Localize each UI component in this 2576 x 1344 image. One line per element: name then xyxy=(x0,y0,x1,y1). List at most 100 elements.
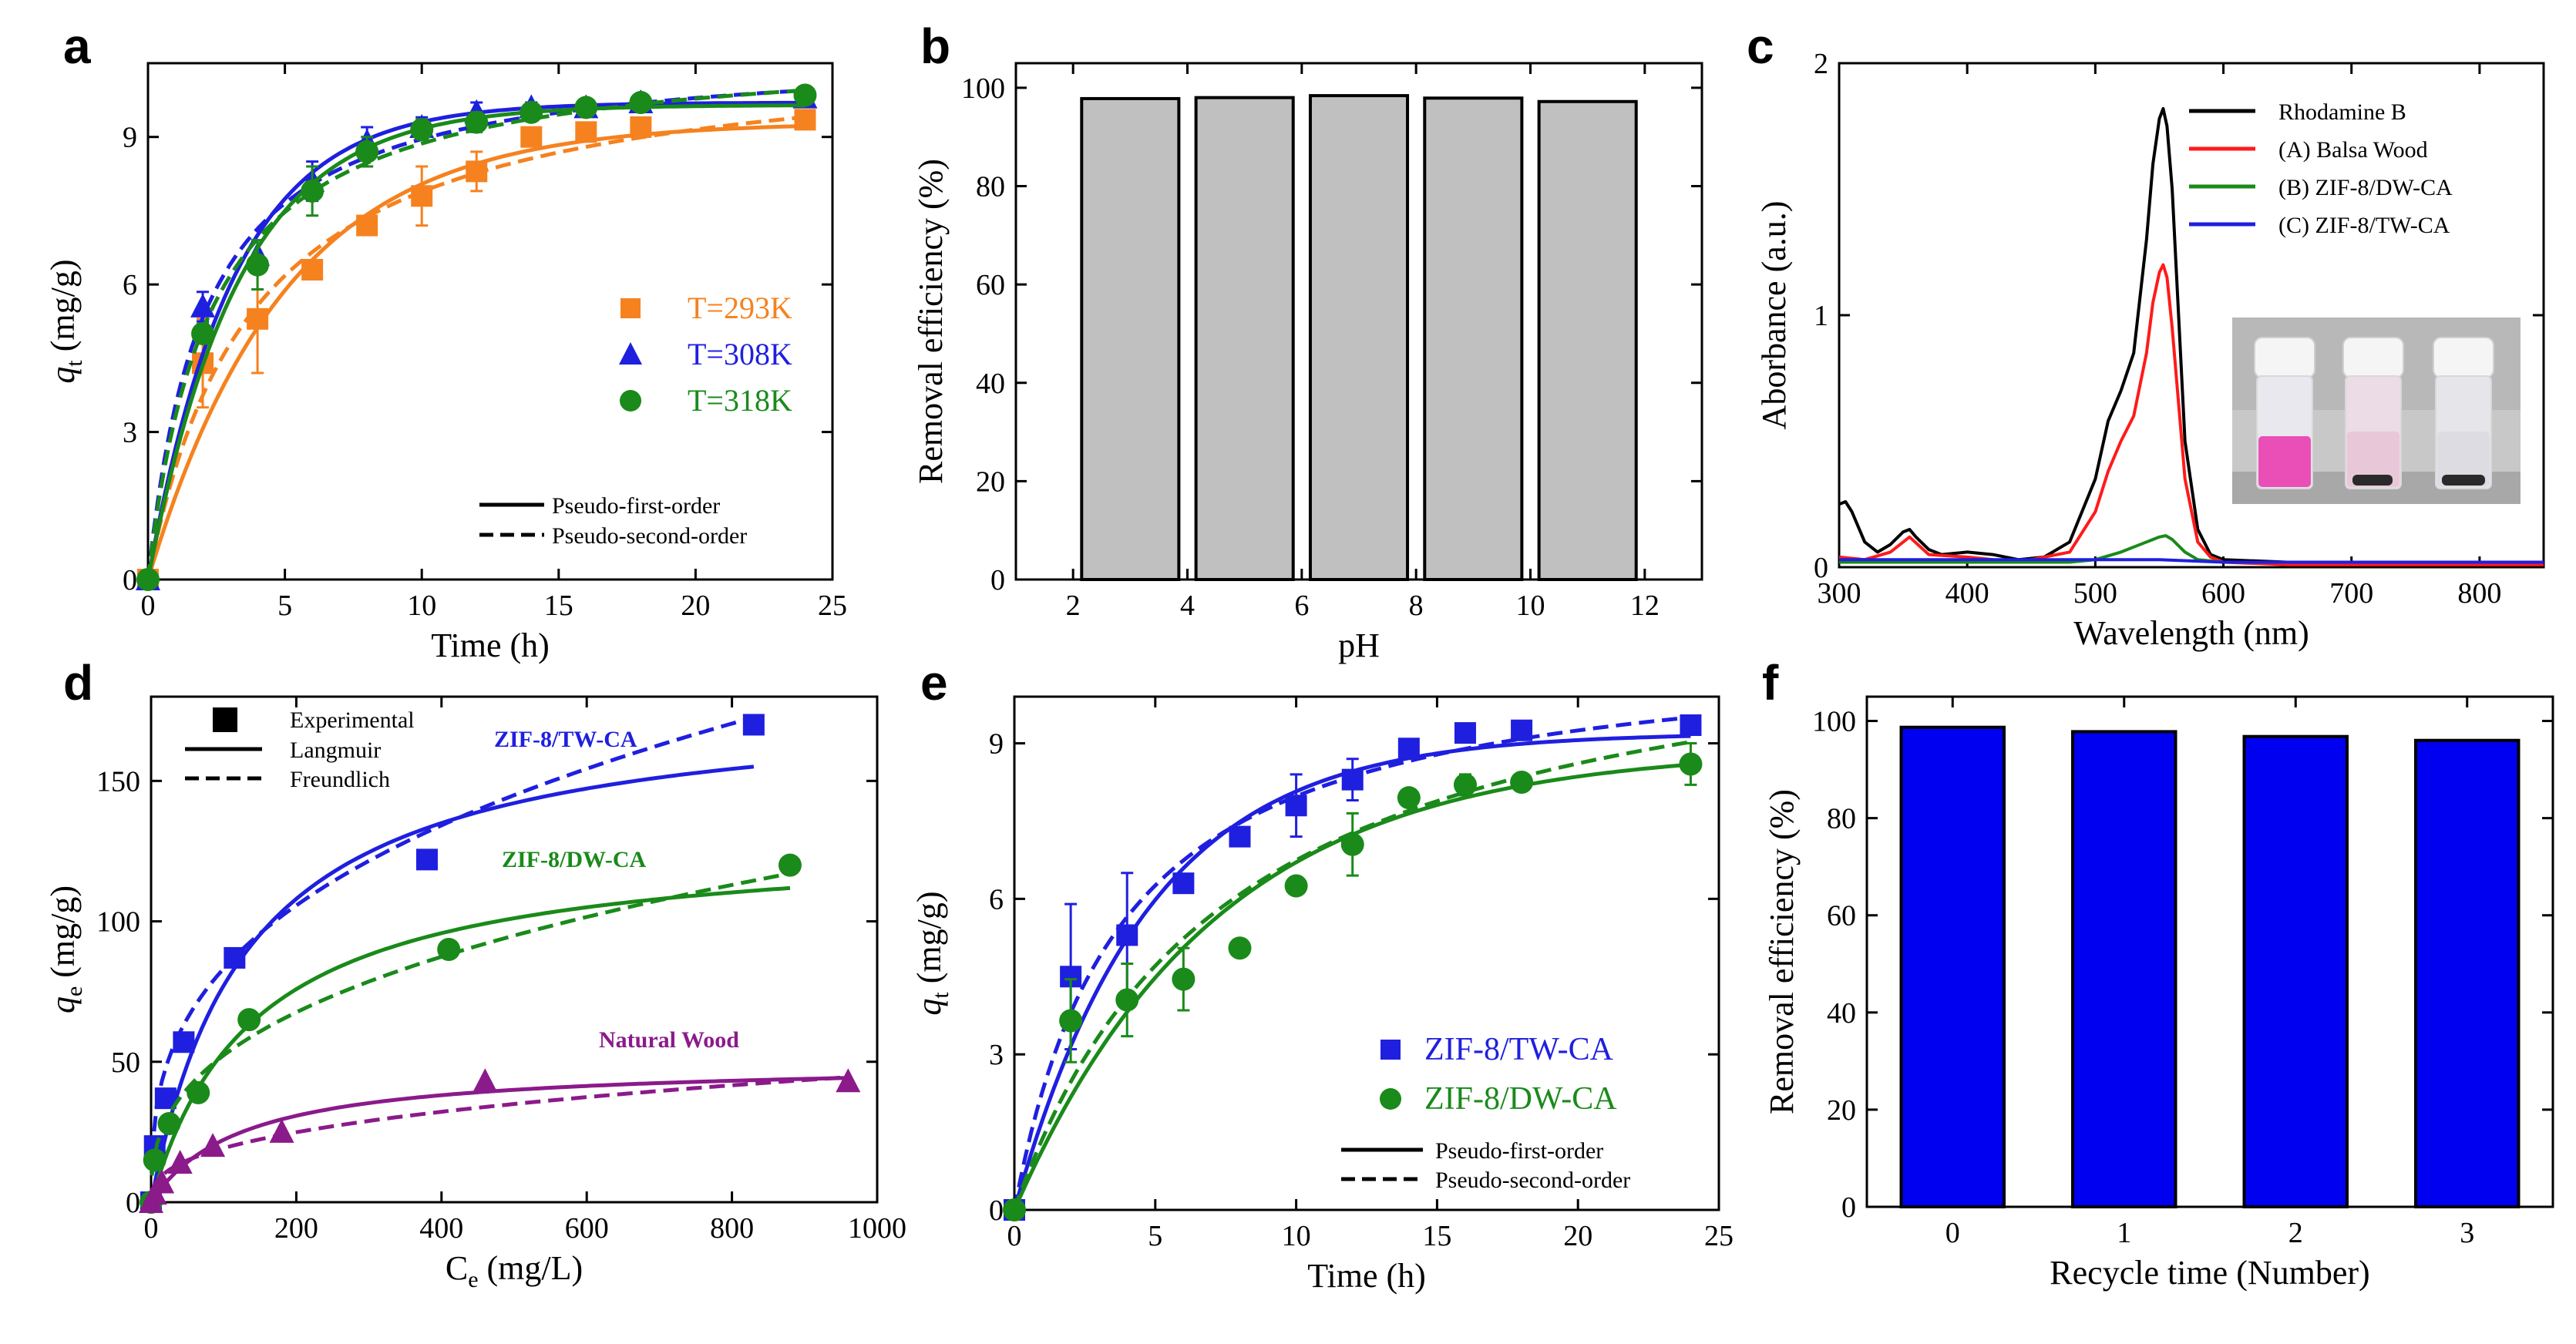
x-tick-label: 15 xyxy=(1422,1220,1451,1252)
bar-7 xyxy=(1308,94,1410,582)
x-tick-label: 15 xyxy=(544,590,573,622)
y-tick-label: 80 xyxy=(1827,803,1856,835)
data-point-t-293k xyxy=(794,109,816,131)
legend-label-balsa-wood: (A) Balsa Wood xyxy=(2278,137,2428,163)
data-point-zif-8-dw-ca xyxy=(143,1148,166,1172)
panel-e: e 0 5 10 15 20 25 0 3 6 9 Time (h) qt (mg/g) ZIF-8/T… xyxy=(910,655,1734,1295)
x-axis-title-sub: e xyxy=(468,1267,478,1292)
bar-11 xyxy=(1537,99,1638,581)
legend-label-zif8-dw-ca: (B) ZIF-8/DW-CA xyxy=(2278,175,2453,200)
x-axis-title: pH xyxy=(1338,627,1380,664)
data-point-zif-8-dw-ca xyxy=(1115,988,1139,1012)
data-point-zif-8-dw-ca xyxy=(237,1008,261,1032)
x-tick-label: 10 xyxy=(1282,1220,1311,1252)
legend-fit-solid-label: Pseudo-first-order xyxy=(552,493,720,519)
y-tick-label: 100 xyxy=(1812,706,1856,738)
x-tick-label: 700 xyxy=(2329,577,2373,610)
data-point-t-293k xyxy=(520,126,543,148)
x-tick-label: 2 xyxy=(2288,1217,2303,1249)
plot-frame xyxy=(1865,695,2554,1208)
data-point-zif-8-tw-ca xyxy=(1397,738,1420,760)
y-tick-label: 100 xyxy=(96,906,140,939)
x-tick-label: 0 xyxy=(1945,1217,1960,1249)
x-tick-label: 25 xyxy=(818,590,847,622)
y-axis-title-main: q xyxy=(44,367,82,384)
x-tick-label: 600 xyxy=(2201,577,2245,610)
data-point-zif-8-tw-ca xyxy=(415,848,438,871)
legend-marker-t-308k xyxy=(619,342,642,365)
x-axis-title-unit: (mg/L) xyxy=(479,1249,583,1287)
data-point-zif-8-dw-ca xyxy=(1679,752,1703,776)
legend-fit-solid-label: Pseudo-first-order xyxy=(1435,1138,1603,1164)
legend-label-rhodamine-b: Rhodamine B xyxy=(2278,99,2406,125)
x-tick-label: 200 xyxy=(274,1212,318,1245)
bar-5 xyxy=(1194,96,1295,581)
legend-fit-dashed-label: Pseudo-second-order xyxy=(1435,1168,1630,1193)
x-tick-label: 800 xyxy=(710,1212,754,1245)
data-point-t-293k xyxy=(356,214,378,237)
legend-experimental-marker xyxy=(213,707,237,732)
x-tick-label: 0 xyxy=(144,1212,159,1245)
data-point-zif-8-dw-ca xyxy=(1059,1009,1083,1033)
y-tick-label: 40 xyxy=(976,368,1005,400)
x-tick-label: 400 xyxy=(1945,577,1989,610)
legend-freundlich-label: Freundlich xyxy=(290,767,390,792)
y-tick-label: 0 xyxy=(989,1194,1004,1227)
y-tick-label: 1 xyxy=(1814,300,1828,332)
panel-letter-e: e xyxy=(920,655,948,711)
data-point-zif-8-tw-ca xyxy=(1341,768,1364,791)
data-point-natural-wood xyxy=(472,1068,498,1093)
panel-b: b 2 4 6 8 10 12 0 20 40 60 80 100 pH Removal efficien… xyxy=(912,18,1703,664)
panel-letter-b: b xyxy=(920,18,950,74)
x-tick-label: 1 xyxy=(2117,1217,2131,1249)
panel-c: c 300 400 500 600 700 800 0 1 2 Wavelength (nm) Ab… xyxy=(1747,18,2545,652)
data-point-zif-8-dw-ca xyxy=(1284,874,1308,898)
bar-3 xyxy=(1080,96,1181,581)
data-point-t-318k xyxy=(246,253,270,277)
y-axis-title: Aborbance (a.u.) xyxy=(1755,201,1793,430)
data-point-t-293k xyxy=(411,185,433,207)
y-tick-label: 6 xyxy=(123,269,137,301)
data-point-zif-8-dw-ca xyxy=(1397,786,1421,810)
data-point-zif-8-tw-ca xyxy=(1229,825,1251,848)
x-tick-label: 1000 xyxy=(848,1212,906,1245)
inset-vials-photo xyxy=(2232,318,2521,504)
y-tick-label: 100 xyxy=(961,72,1005,105)
x-tick-label: 20 xyxy=(1563,1220,1592,1252)
x-axis-title-main: C xyxy=(446,1249,468,1287)
x-tick-label: 12 xyxy=(1630,590,1660,622)
data-point-zif-8-dw-ca xyxy=(1003,1198,1026,1221)
y-tick-label: 40 xyxy=(1827,997,1856,1030)
data-point-zif-8-tw-ca xyxy=(1511,719,1533,741)
x-axis-title: Time (h) xyxy=(1307,1257,1426,1295)
legend-marker-t-318k xyxy=(620,390,641,412)
panel-d: d 0 200 400 600 800 1000 0 50 100 150 Ce (mg/L) qe … xyxy=(44,655,906,1292)
data-point-zif-8-dw-ca xyxy=(778,853,802,877)
panel-letter-a: a xyxy=(63,18,91,74)
x-axis-title: Wavelength (nm) xyxy=(2073,614,2309,652)
legend-experimental-label: Experimental xyxy=(290,707,415,733)
data-point-t-318k xyxy=(136,568,160,591)
data-point-t-318k xyxy=(301,179,325,203)
x-tick-label: 10 xyxy=(1516,590,1545,622)
y-axis-title: Removal efficiency (%) xyxy=(1763,789,1801,1114)
y-tick-label: 150 xyxy=(96,765,140,798)
data-point-t-293k xyxy=(301,259,324,281)
data-point-zif-8-tw-ca xyxy=(1285,795,1307,817)
x-axis-title: Ce (mg/L) xyxy=(446,1249,583,1292)
label-zif8-tw-ca: ZIF-8/TW-CA xyxy=(494,727,637,752)
legend-marker-zif-8-dw-ca xyxy=(1380,1088,1401,1110)
data-point-zif-8-tw-ca xyxy=(224,946,246,969)
langmuir-fit-natural-wood xyxy=(150,1076,849,1203)
data-point-zif-8-dw-ca xyxy=(157,1111,181,1135)
plot-frame xyxy=(150,695,879,1204)
legend-langmuir-label: Langmuir xyxy=(290,738,381,763)
y-tick-label: 3 xyxy=(123,417,137,449)
y-axis-title-main: q xyxy=(44,996,82,1013)
data-point-t-318k xyxy=(629,91,653,115)
x-tick-label: 6 xyxy=(1294,590,1309,622)
data-point-zif-8-dw-ca xyxy=(437,938,461,961)
legend-marker-zif-8-tw-ca xyxy=(1380,1040,1401,1060)
y-axis-title: qe (mg/g) xyxy=(44,885,87,1013)
